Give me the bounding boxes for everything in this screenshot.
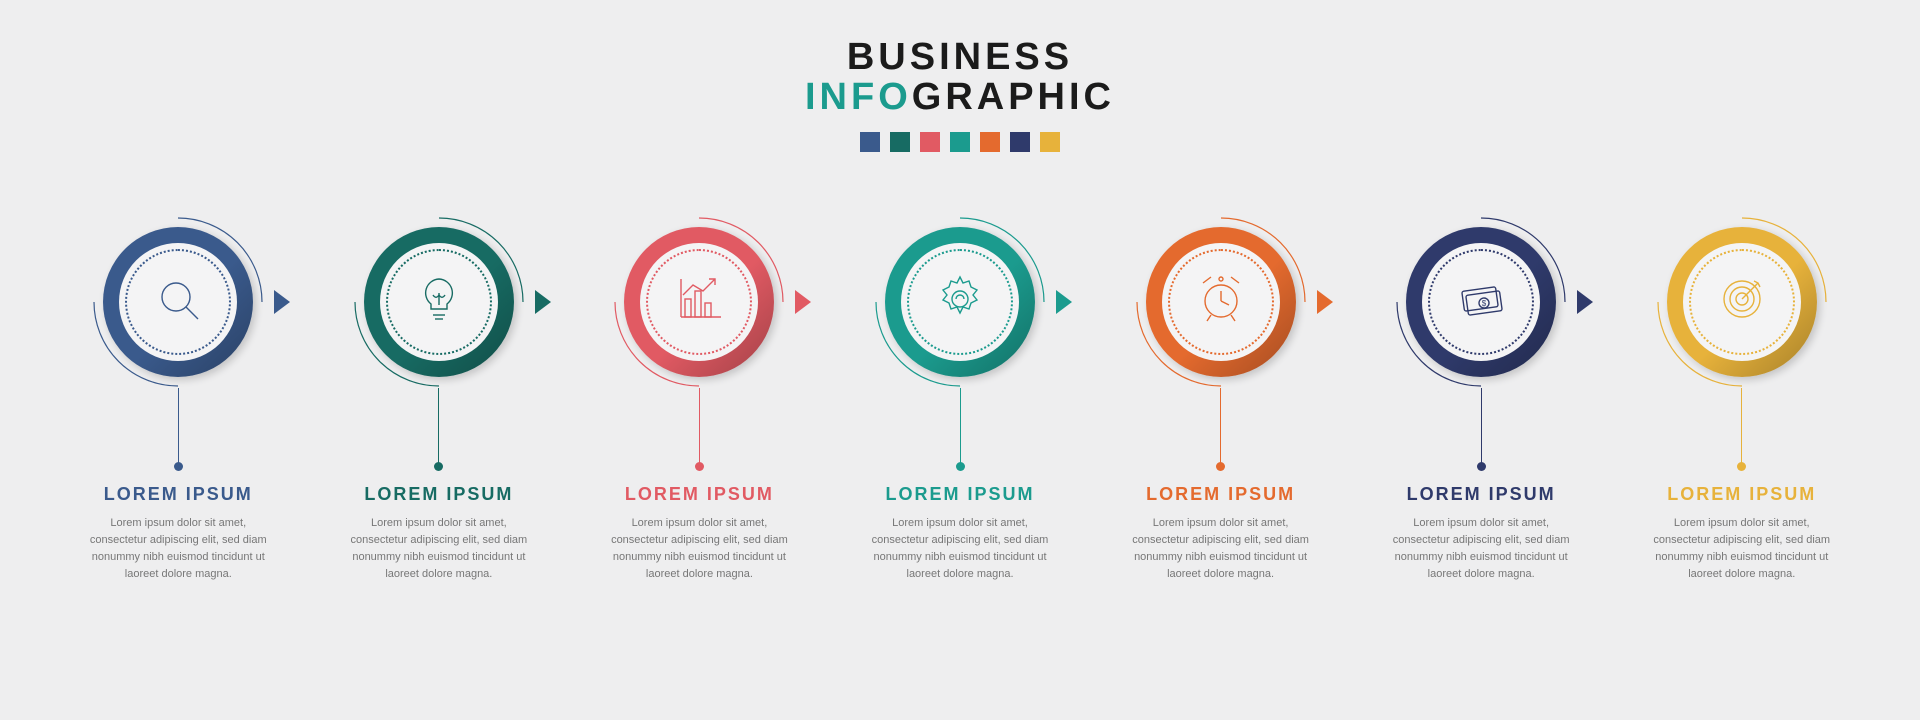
step-label: LOREM IPSUM [625,484,774,505]
pointer-icon [1056,290,1072,314]
pointer-icon [795,290,811,314]
connector-dot [434,462,443,471]
connector-line [699,388,700,466]
connector-dot [174,462,183,471]
title-line-2: INFOGRAPHIC [805,78,1115,118]
step-circle [88,212,268,392]
color-swatches [860,132,1060,152]
title-line-1: BUSINESS [805,38,1115,78]
step-label: LOREM IPSUM [1667,484,1816,505]
step: LOREM IPSUM Lorem ipsum dolor sit amet, … [1643,212,1840,583]
step-body: Lorem ipsum dolor sit amet, consectetur … [1383,515,1580,583]
pointer-icon [1317,290,1333,314]
step: LOREM IPSUM Lorem ipsum dolor sit amet, … [1383,212,1580,583]
title-suffix: GRAPHIC [912,76,1115,118]
title-accent: INFO [805,76,912,118]
connector-dot [1737,462,1746,471]
step: LOREM IPSUM Lorem ipsum dolor sit amet, … [1122,212,1319,583]
pointer-icon [274,290,290,314]
pointer-icon [1577,290,1593,314]
step-label: LOREM IPSUM [1146,484,1295,505]
step-body: Lorem ipsum dolor sit amet, consectetur … [1122,515,1319,583]
connector-dot [1216,462,1225,471]
step-label: LOREM IPSUM [364,484,513,505]
swatch [1040,132,1060,152]
swatch [920,132,940,152]
swatch [860,132,880,152]
step-body: Lorem ipsum dolor sit amet, consectetur … [862,515,1059,583]
connector-line [960,388,961,466]
swatch [1010,132,1030,152]
connector-line [1481,388,1482,466]
swatch [980,132,1000,152]
step: LOREM IPSUM Lorem ipsum dolor sit amet, … [341,212,538,583]
step-body: Lorem ipsum dolor sit amet, consectetur … [341,515,538,583]
connector-dot [956,462,965,471]
connector-line [438,388,439,466]
pointer-icon [535,290,551,314]
step-circle [1131,212,1311,392]
step-body: Lorem ipsum dolor sit amet, consectetur … [80,515,277,583]
step-body: Lorem ipsum dolor sit amet, consectetur … [1643,515,1840,583]
step-label: LOREM IPSUM [886,484,1035,505]
step-label: LOREM IPSUM [1407,484,1556,505]
step: LOREM IPSUM Lorem ipsum dolor sit amet, … [862,212,1059,583]
swatch [950,132,970,152]
step: LOREM IPSUM Lorem ipsum dolor sit amet, … [601,212,798,583]
step-circle [1652,212,1832,392]
step-circle [349,212,529,392]
step-circle [870,212,1050,392]
connector-line [1220,388,1221,466]
steps-row: LOREM IPSUM Lorem ipsum dolor sit amet, … [0,212,1920,583]
connector-line [1741,388,1742,466]
step-circle [1391,212,1571,392]
step: LOREM IPSUM Lorem ipsum dolor sit amet, … [80,212,277,583]
step-label: LOREM IPSUM [104,484,253,505]
connector-line [178,388,179,466]
connector-dot [695,462,704,471]
connector-dot [1477,462,1486,471]
swatch [890,132,910,152]
main-title: BUSINESS INFOGRAPHIC [805,38,1115,118]
step-circle [609,212,789,392]
step-body: Lorem ipsum dolor sit amet, consectetur … [601,515,798,583]
